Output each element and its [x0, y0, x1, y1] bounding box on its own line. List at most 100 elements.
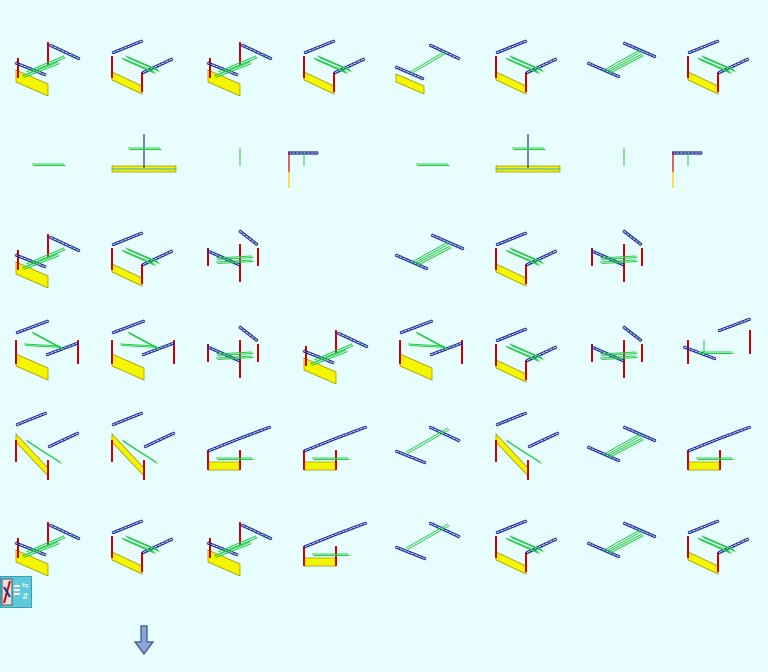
thumbnail-r4c1[interactable]	[0, 288, 96, 384]
arrow-down-icon	[133, 625, 155, 655]
toolbox-icon: ⇆ ⇵	[1, 578, 29, 606]
thumbnail-r2c8[interactable]	[672, 96, 768, 192]
thumbnail-r6c4[interactable]	[288, 480, 384, 576]
thumbnail-r1c2[interactable]	[96, 0, 192, 96]
thumbnail-r3c5[interactable]	[384, 192, 480, 288]
thumbnail-r1c5[interactable]	[384, 0, 480, 96]
frame-two-trusses-braced-wall-icon	[206, 522, 273, 576]
frame-two-trusses-braced-wall-icon	[206, 42, 273, 96]
column-frame-icon	[590, 229, 643, 282]
corner-truss-section-icon	[672, 151, 703, 188]
frame-truss-wall-icon	[111, 39, 174, 95]
thumbnail-r2c6[interactable]	[480, 96, 576, 192]
thumbnail-r5c6[interactable]	[480, 384, 576, 480]
diagonal-wall-truss-icon	[15, 411, 80, 480]
thumbnail-r6c1[interactable]	[0, 480, 96, 576]
thumbnail-r2c4[interactable]	[288, 96, 384, 192]
frame-truss-wall-icon	[495, 519, 558, 575]
thumbnail-r6c8[interactable]	[672, 480, 768, 576]
thumbnail-r3c6[interactable]	[480, 192, 576, 288]
thumbnail-r1c1[interactable]	[0, 0, 96, 96]
thumbnail-r2c5[interactable]	[384, 96, 480, 192]
low-wall-trusses-icon	[303, 521, 368, 567]
diagonal-wall-truss-icon	[111, 411, 176, 480]
two-trusses-brace-icon	[586, 521, 657, 559]
toolbox-button[interactable]: ⇆ ⇵	[0, 576, 32, 608]
frame-two-trusses-braced-wall-icon	[14, 522, 81, 576]
column-frame-icon	[206, 325, 259, 378]
thumbnail-r6c6[interactable]	[480, 480, 576, 576]
portal-frame-wall-icon	[399, 319, 464, 381]
thumbnail-r5c3[interactable]	[192, 384, 288, 480]
empty-slot-icon	[288, 192, 384, 288]
thumbnail-r3c1[interactable]	[0, 192, 96, 288]
vertical-brace-icon	[623, 148, 625, 166]
thumbnail-r1c7[interactable]	[576, 0, 672, 96]
two-trusses-brace-icon	[394, 233, 465, 271]
portal-frame-icon	[682, 317, 752, 364]
thumbnail-r6c7[interactable]	[576, 480, 672, 576]
column-frame-icon	[206, 229, 259, 282]
thumbnail-r3c4[interactable]	[288, 192, 384, 288]
thumbnail-r3c2[interactable]	[96, 192, 192, 288]
thumbnail-r6c2[interactable]	[96, 480, 192, 576]
thumbnail-r3c3[interactable]	[192, 192, 288, 288]
empty-slot-icon	[672, 192, 768, 288]
vertical-brace-icon	[239, 148, 241, 166]
thumbnail-r5c1[interactable]	[0, 384, 96, 480]
low-wall-trusses-icon	[303, 425, 368, 471]
thumbnail-r5c4[interactable]	[288, 384, 384, 480]
frame-truss-wall-icon	[687, 39, 750, 95]
thumbnail-r6c3[interactable]	[192, 480, 288, 576]
low-wall-trusses-icon	[687, 425, 752, 471]
frame-truss-wall-icon	[303, 39, 366, 95]
beam-elevation-icon	[111, 134, 177, 173]
thumbnail-r4c6[interactable]	[480, 288, 576, 384]
thumbnail-r5c7[interactable]	[576, 384, 672, 480]
scroll-down-button[interactable]	[132, 624, 156, 656]
frame-two-trusses-braced-wall-icon	[14, 42, 81, 96]
thumbnail-grid	[0, 0, 768, 576]
svg-text:⇵: ⇵	[22, 592, 29, 601]
single-brace-elevation-icon	[416, 163, 450, 166]
thumbnail-r1c6[interactable]	[480, 0, 576, 96]
column-frame-icon	[590, 325, 643, 378]
thumbnail-r5c8[interactable]	[672, 384, 768, 480]
two-trusses-brace-icon	[586, 41, 657, 79]
thumbnail-r3c8[interactable]	[672, 192, 768, 288]
thumbnail-r4c4[interactable]	[288, 288, 384, 384]
frame-two-trusses-braced-wall-icon	[14, 234, 81, 288]
thumbnail-r2c2[interactable]	[96, 96, 192, 192]
thumbnail-r4c5[interactable]	[384, 288, 480, 384]
thumbnail-r2c1[interactable]	[0, 96, 96, 192]
thumbnail-r1c3[interactable]	[192, 0, 288, 96]
thumbnail-r1c4[interactable]	[288, 0, 384, 96]
frame-truss-wall-icon	[495, 39, 558, 95]
thumbnail-r1c8[interactable]	[672, 0, 768, 96]
corner-truss-section-icon	[288, 151, 319, 188]
thumbnail-r2c7[interactable]	[576, 96, 672, 192]
thumbnail-r2c3[interactable]	[192, 96, 288, 192]
portal-frame-wall-icon	[111, 319, 176, 381]
thumbnail-r4c3[interactable]	[192, 288, 288, 384]
thumbnail-r5c5[interactable]	[384, 384, 480, 480]
two-trusses-brace-icon	[586, 425, 657, 463]
thumbnail-r5c2[interactable]	[96, 384, 192, 480]
single-brace-elevation-icon	[32, 163, 66, 166]
frame-truss-wall-icon	[495, 231, 558, 287]
trusses-brace-icon	[394, 521, 461, 561]
beam-elevation-icon	[495, 134, 561, 173]
thumbnail-r4c8[interactable]	[672, 288, 768, 384]
thumbnail-r4c7[interactable]	[576, 288, 672, 384]
thumbnail-r3c7[interactable]	[576, 192, 672, 288]
low-wall-trusses-icon	[207, 425, 272, 471]
trusses-brace-icon	[394, 425, 461, 465]
frame-truss-wall-icon	[495, 327, 558, 383]
thumbnail-r6c5[interactable]	[384, 480, 480, 576]
thumbnail-r4c2[interactable]	[96, 288, 192, 384]
svg-text:⇆: ⇆	[22, 581, 29, 590]
trusses-brace-wall-icon	[394, 43, 461, 95]
frame-truss-wall-icon	[111, 231, 174, 287]
diagonal-wall-truss-icon	[495, 411, 560, 480]
frame-truss-wall-icon	[687, 519, 750, 575]
